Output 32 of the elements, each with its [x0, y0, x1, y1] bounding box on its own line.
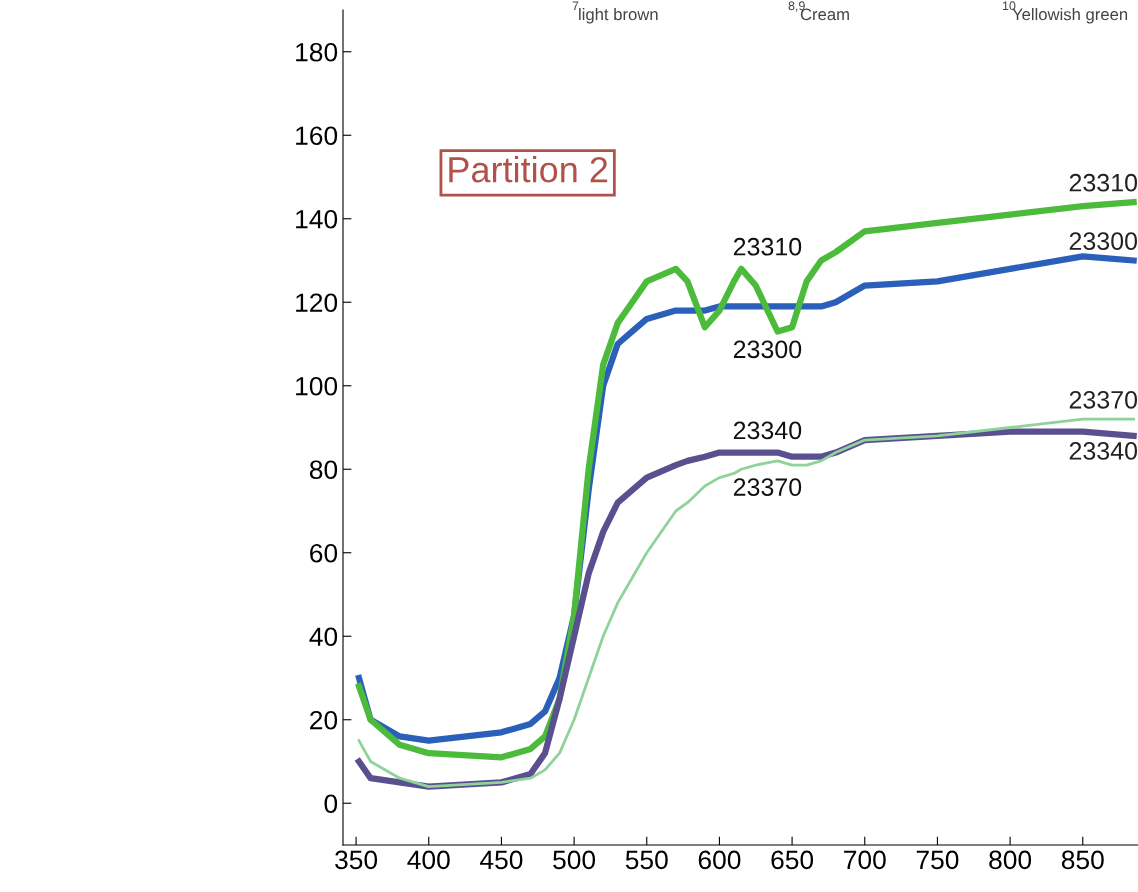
y-tick-label: 40: [309, 627, 338, 647]
y-tick-label: 0: [324, 794, 338, 814]
annotation: 23370: [1069, 390, 1138, 409]
x-tick-label: 550: [625, 850, 668, 870]
x-tick-label: 800: [989, 850, 1032, 870]
x-tick-label: 700: [844, 850, 886, 870]
y-tick-label: 140: [296, 209, 338, 229]
x-tick-label: 650: [771, 850, 814, 870]
series-label: 23340: [1069, 442, 1138, 460]
series-label: 23310: [1069, 173, 1138, 192]
y-tick-label: 120: [296, 293, 338, 313]
annotation: 23310: [733, 237, 802, 256]
y-tick-label: 80: [309, 460, 338, 480]
x-tick-label: 500: [553, 850, 596, 870]
annotation: 23300: [733, 340, 802, 359]
y-tick-label: 20: [310, 710, 338, 730]
annotation: light brown: [579, 8, 658, 24]
x-tick-label: 450: [480, 850, 523, 870]
annotation: 7: [572, 1, 579, 11]
y-tick-label: 180: [296, 42, 338, 62]
annotation: Partition 2: [449, 155, 608, 183]
x-tick-label: 350: [335, 850, 378, 870]
x-tick-label: 400: [407, 850, 450, 870]
x-tick-label: 600: [698, 850, 741, 870]
series-label: 23300: [1069, 232, 1138, 250]
annotation: 23340: [733, 421, 802, 440]
y-tick-label: 60: [310, 543, 338, 563]
x-tick-label: 750: [916, 850, 959, 870]
x-tick-label: 850: [1061, 850, 1104, 870]
series-label: 23370: [733, 478, 802, 496]
y-tick-label: 100: [296, 376, 338, 396]
y-tick-label: 160: [296, 126, 338, 146]
